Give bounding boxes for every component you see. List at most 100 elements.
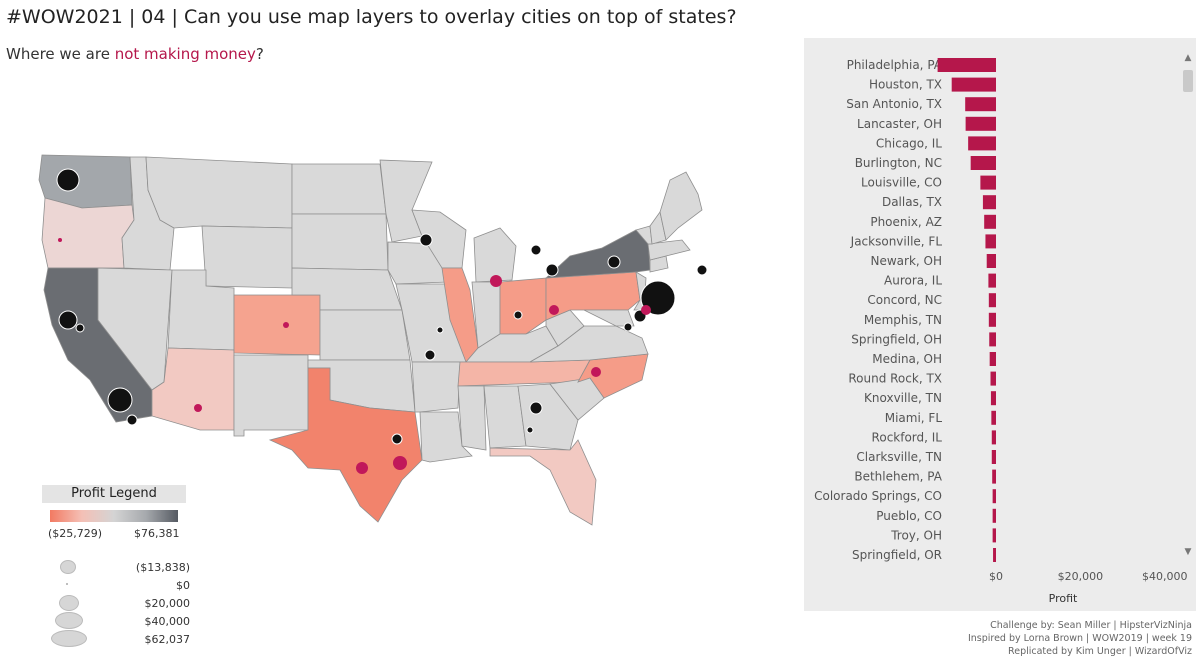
city-marker[interactable] [545, 263, 559, 277]
city-marker[interactable] [56, 168, 80, 192]
profit-bar[interactable] [965, 116, 996, 131]
subtitle-suffix: ? [255, 45, 264, 63]
size-legend-row: $62,037 [50, 630, 190, 648]
profit-bar[interactable] [990, 391, 996, 406]
city-marker[interactable] [607, 255, 621, 269]
state-ar[interactable] [411, 361, 461, 413]
profit-bar[interactable] [937, 58, 996, 72]
profit-bar[interactable] [992, 469, 996, 484]
city-markers-layer[interactable] [56, 168, 708, 474]
city-marker[interactable] [436, 326, 444, 334]
profit-bar[interactable] [991, 450, 996, 464]
state-nd[interactable] [291, 163, 387, 215]
bar-label: Burlington, NC [855, 156, 942, 170]
city-marker-negative[interactable] [641, 305, 651, 315]
bar-chart-scrollbar[interactable]: ▲ ▼ [1181, 52, 1195, 558]
bar-label: Round Rock, TX [848, 372, 942, 386]
state-mi[interactable] [473, 227, 517, 283]
city-marker-negative[interactable] [283, 322, 289, 328]
profit-bar[interactable] [965, 97, 996, 112]
size-circle [51, 630, 87, 647]
state-co[interactable] [233, 294, 321, 356]
bar-label: Louisville, CO [861, 176, 942, 190]
scroll-down-icon[interactable]: ▼ [1184, 547, 1192, 557]
profit-bar[interactable] [951, 77, 996, 92]
profit-bar[interactable] [985, 234, 996, 249]
state-ny[interactable] [544, 229, 651, 279]
us-profit-map[interactable] [30, 150, 770, 530]
profit-bar[interactable] [980, 175, 996, 190]
profit-bar[interactable] [992, 528, 996, 543]
city-marker[interactable] [529, 401, 543, 415]
state-nm[interactable] [233, 354, 309, 437]
state-va[interactable] [529, 325, 649, 363]
city-marker[interactable] [107, 387, 133, 413]
profit-bar[interactable] [992, 489, 996, 504]
state-me[interactable] [659, 171, 703, 241]
profit-bar[interactable] [992, 508, 996, 523]
size-legend-row: $20,000 [50, 594, 190, 612]
bar-label: Dallas, TX [882, 195, 942, 209]
city-marker[interactable] [391, 433, 403, 445]
bar-label: Lancaster, OH [857, 117, 942, 131]
profit-bar[interactable] [988, 293, 996, 308]
city-marker-negative[interactable] [194, 404, 202, 412]
city-marker[interactable] [424, 349, 436, 361]
profit-bar-panel[interactable]: Philadelphia, PA Houston, TX San Antonio, … [804, 38, 1196, 611]
city-marker-negative[interactable] [490, 275, 502, 287]
state-or[interactable] [41, 197, 135, 269]
profit-bar[interactable] [989, 352, 996, 366]
profit-bar[interactable] [988, 312, 996, 327]
size-legend: ($13,838) $0 $20,000 $40,000 $62,037 [50, 558, 190, 648]
bar-label: Chicago, IL [876, 136, 942, 150]
state-mt[interactable] [145, 156, 293, 229]
state-la[interactable] [419, 411, 473, 463]
profit-bar[interactable] [986, 254, 996, 268]
size-circle [66, 583, 68, 585]
profit-bar[interactable] [984, 214, 996, 229]
size-circle [59, 595, 79, 611]
size-legend-row: ($13,838) [50, 558, 190, 576]
city-marker[interactable] [419, 233, 433, 247]
state-oh[interactable] [499, 277, 547, 335]
city-marker-negative[interactable] [356, 462, 368, 474]
city-marker-negative[interactable] [393, 456, 407, 470]
profit-bar[interactable] [991, 430, 996, 445]
city-marker-negative[interactable] [58, 238, 62, 242]
profit-bar[interactable] [988, 273, 996, 288]
city-marker-negative[interactable] [549, 305, 559, 315]
profit-bar[interactable] [991, 410, 996, 425]
scroll-thumb[interactable] [1183, 70, 1193, 92]
city-marker-negative[interactable] [591, 367, 601, 377]
profit-bar[interactable] [990, 371, 996, 386]
state-ga[interactable] [517, 383, 579, 451]
city-marker[interactable] [58, 310, 78, 330]
profit-bar[interactable] [989, 332, 996, 347]
state-ma[interactable] [647, 239, 691, 261]
city-marker[interactable] [530, 244, 542, 256]
scroll-up-icon[interactable]: ▲ [1184, 53, 1192, 63]
profit-legend-title: Profit Legend [42, 485, 186, 503]
city-marker[interactable] [526, 426, 534, 434]
profit-bar[interactable] [993, 548, 996, 562]
state-sd[interactable] [291, 213, 389, 271]
state-ms[interactable] [457, 385, 487, 451]
credit-line: Inspired by Lorna Brown | WOW2019 | week… [967, 633, 1192, 644]
city-marker[interactable] [513, 310, 523, 320]
city-marker[interactable] [126, 414, 138, 426]
bar-label: Concord, NC [867, 293, 942, 307]
profit-bar[interactable] [970, 156, 996, 170]
state-tx[interactable] [268, 367, 423, 523]
state-wy[interactable] [201, 225, 293, 289]
city-marker[interactable] [623, 322, 633, 332]
bar-label: Memphis, TN [864, 313, 942, 327]
x-tick-label: $20,000 [1058, 570, 1104, 583]
city-marker[interactable] [696, 264, 708, 276]
city-marker[interactable] [75, 323, 85, 333]
profit-bar[interactable] [982, 195, 996, 210]
size-legend-row: $40,000 [50, 612, 190, 630]
state-fl[interactable] [489, 439, 597, 526]
state-ks[interactable] [319, 309, 411, 361]
bar-label: Houston, TX [869, 78, 942, 92]
profit-bar[interactable] [968, 136, 996, 151]
